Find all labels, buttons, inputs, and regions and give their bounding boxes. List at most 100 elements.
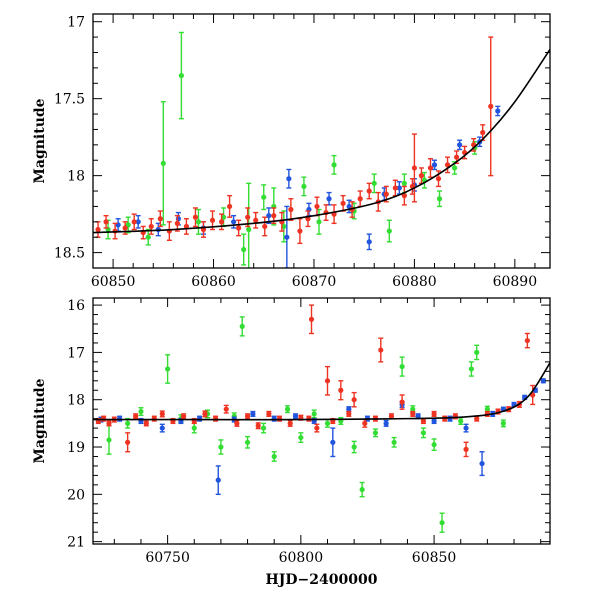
data-point	[431, 442, 437, 448]
data-point	[101, 416, 107, 422]
data-point	[125, 420, 131, 426]
data-point	[223, 406, 229, 412]
data-point	[401, 193, 407, 199]
data-point	[418, 173, 425, 179]
data-point	[331, 162, 337, 168]
y-tick-label: 20	[67, 487, 85, 503]
data-point	[431, 411, 437, 417]
y-tick-label: 18	[67, 393, 85, 409]
data-point	[457, 142, 463, 148]
data-point	[324, 378, 331, 384]
data-point	[458, 418, 464, 424]
data-point	[540, 378, 546, 384]
x-tick-label: 60800	[279, 550, 324, 566]
data-point	[308, 316, 315, 322]
data-point	[239, 323, 245, 329]
axes-frame	[92, 13, 551, 269]
data-point	[366, 188, 372, 194]
data-point	[106, 437, 112, 443]
data-point	[324, 420, 331, 426]
x-tick-label: 60850	[91, 274, 136, 290]
series-1	[98, 378, 546, 496]
data-point	[261, 194, 267, 200]
x-tick-label: 60870	[292, 274, 337, 290]
data-point	[245, 214, 251, 220]
data-point	[451, 165, 458, 171]
data-point	[244, 413, 251, 419]
series-2	[95, 36, 494, 245]
data-point	[220, 214, 227, 220]
data-point	[351, 397, 357, 403]
data-point	[148, 223, 154, 230]
y-tick-label: 21	[67, 535, 85, 551]
data-point	[281, 223, 287, 230]
data-point	[484, 406, 490, 412]
x-tick-label: 60880	[392, 274, 437, 290]
data-point	[284, 406, 291, 412]
data-point	[117, 416, 123, 422]
data-point	[209, 217, 216, 223]
data-point	[151, 416, 157, 422]
data-point	[218, 444, 224, 450]
data-point	[215, 477, 221, 483]
data-point	[276, 416, 283, 422]
y-tick-label: 17	[67, 15, 85, 31]
data-point	[218, 219, 225, 225]
data-point	[500, 420, 506, 426]
data-point	[271, 416, 277, 422]
data-point	[106, 420, 112, 426]
data-point	[463, 425, 469, 431]
data-point	[175, 216, 181, 222]
data-point	[391, 439, 397, 445]
data-point	[415, 413, 421, 419]
data-point	[306, 416, 312, 422]
y-tick-label: 17	[67, 345, 85, 361]
data-point	[131, 219, 137, 225]
data-point	[95, 226, 101, 233]
data-point	[357, 196, 363, 202]
data-point	[241, 246, 247, 253]
y-axis-label: Magnitude	[32, 378, 48, 463]
data-point	[143, 420, 149, 426]
data-point	[468, 366, 474, 372]
data-point	[396, 185, 402, 191]
axes-frame	[92, 297, 551, 545]
data-point	[246, 226, 252, 233]
data-point	[260, 425, 267, 431]
data-point	[212, 416, 219, 422]
data-point	[157, 216, 163, 222]
plot-area	[93, 31, 550, 268]
data-point	[297, 228, 303, 234]
fit-curve	[93, 48, 550, 234]
data-point	[359, 486, 365, 493]
data-point	[165, 366, 171, 372]
data-point	[271, 453, 277, 460]
data-point	[262, 223, 268, 230]
data-point	[435, 176, 442, 182]
data-point	[524, 337, 530, 344]
data-point	[388, 413, 395, 419]
data-point	[174, 220, 180, 226]
data-point	[479, 460, 485, 467]
data-point	[444, 162, 451, 168]
data-point	[453, 154, 460, 160]
data-point	[138, 408, 144, 415]
data-point	[399, 363, 405, 370]
data-point	[271, 213, 277, 219]
data-point	[192, 214, 199, 220]
data-point	[255, 423, 261, 429]
data-point	[159, 411, 165, 417]
data-point	[392, 185, 398, 191]
data-point	[372, 430, 379, 436]
data-point	[474, 349, 480, 356]
series-0	[106, 316, 506, 533]
data-point	[301, 183, 307, 190]
data-point	[386, 228, 392, 234]
data-point	[383, 191, 389, 197]
data-point	[234, 420, 240, 426]
series-2	[95, 304, 536, 458]
top-panel-zoomed-light-curve: 60850 60860 60870 60880 60890 17 17.5 18 18.5 Mag…	[32, 13, 551, 290]
data-point	[410, 406, 416, 412]
data-point	[103, 219, 109, 225]
